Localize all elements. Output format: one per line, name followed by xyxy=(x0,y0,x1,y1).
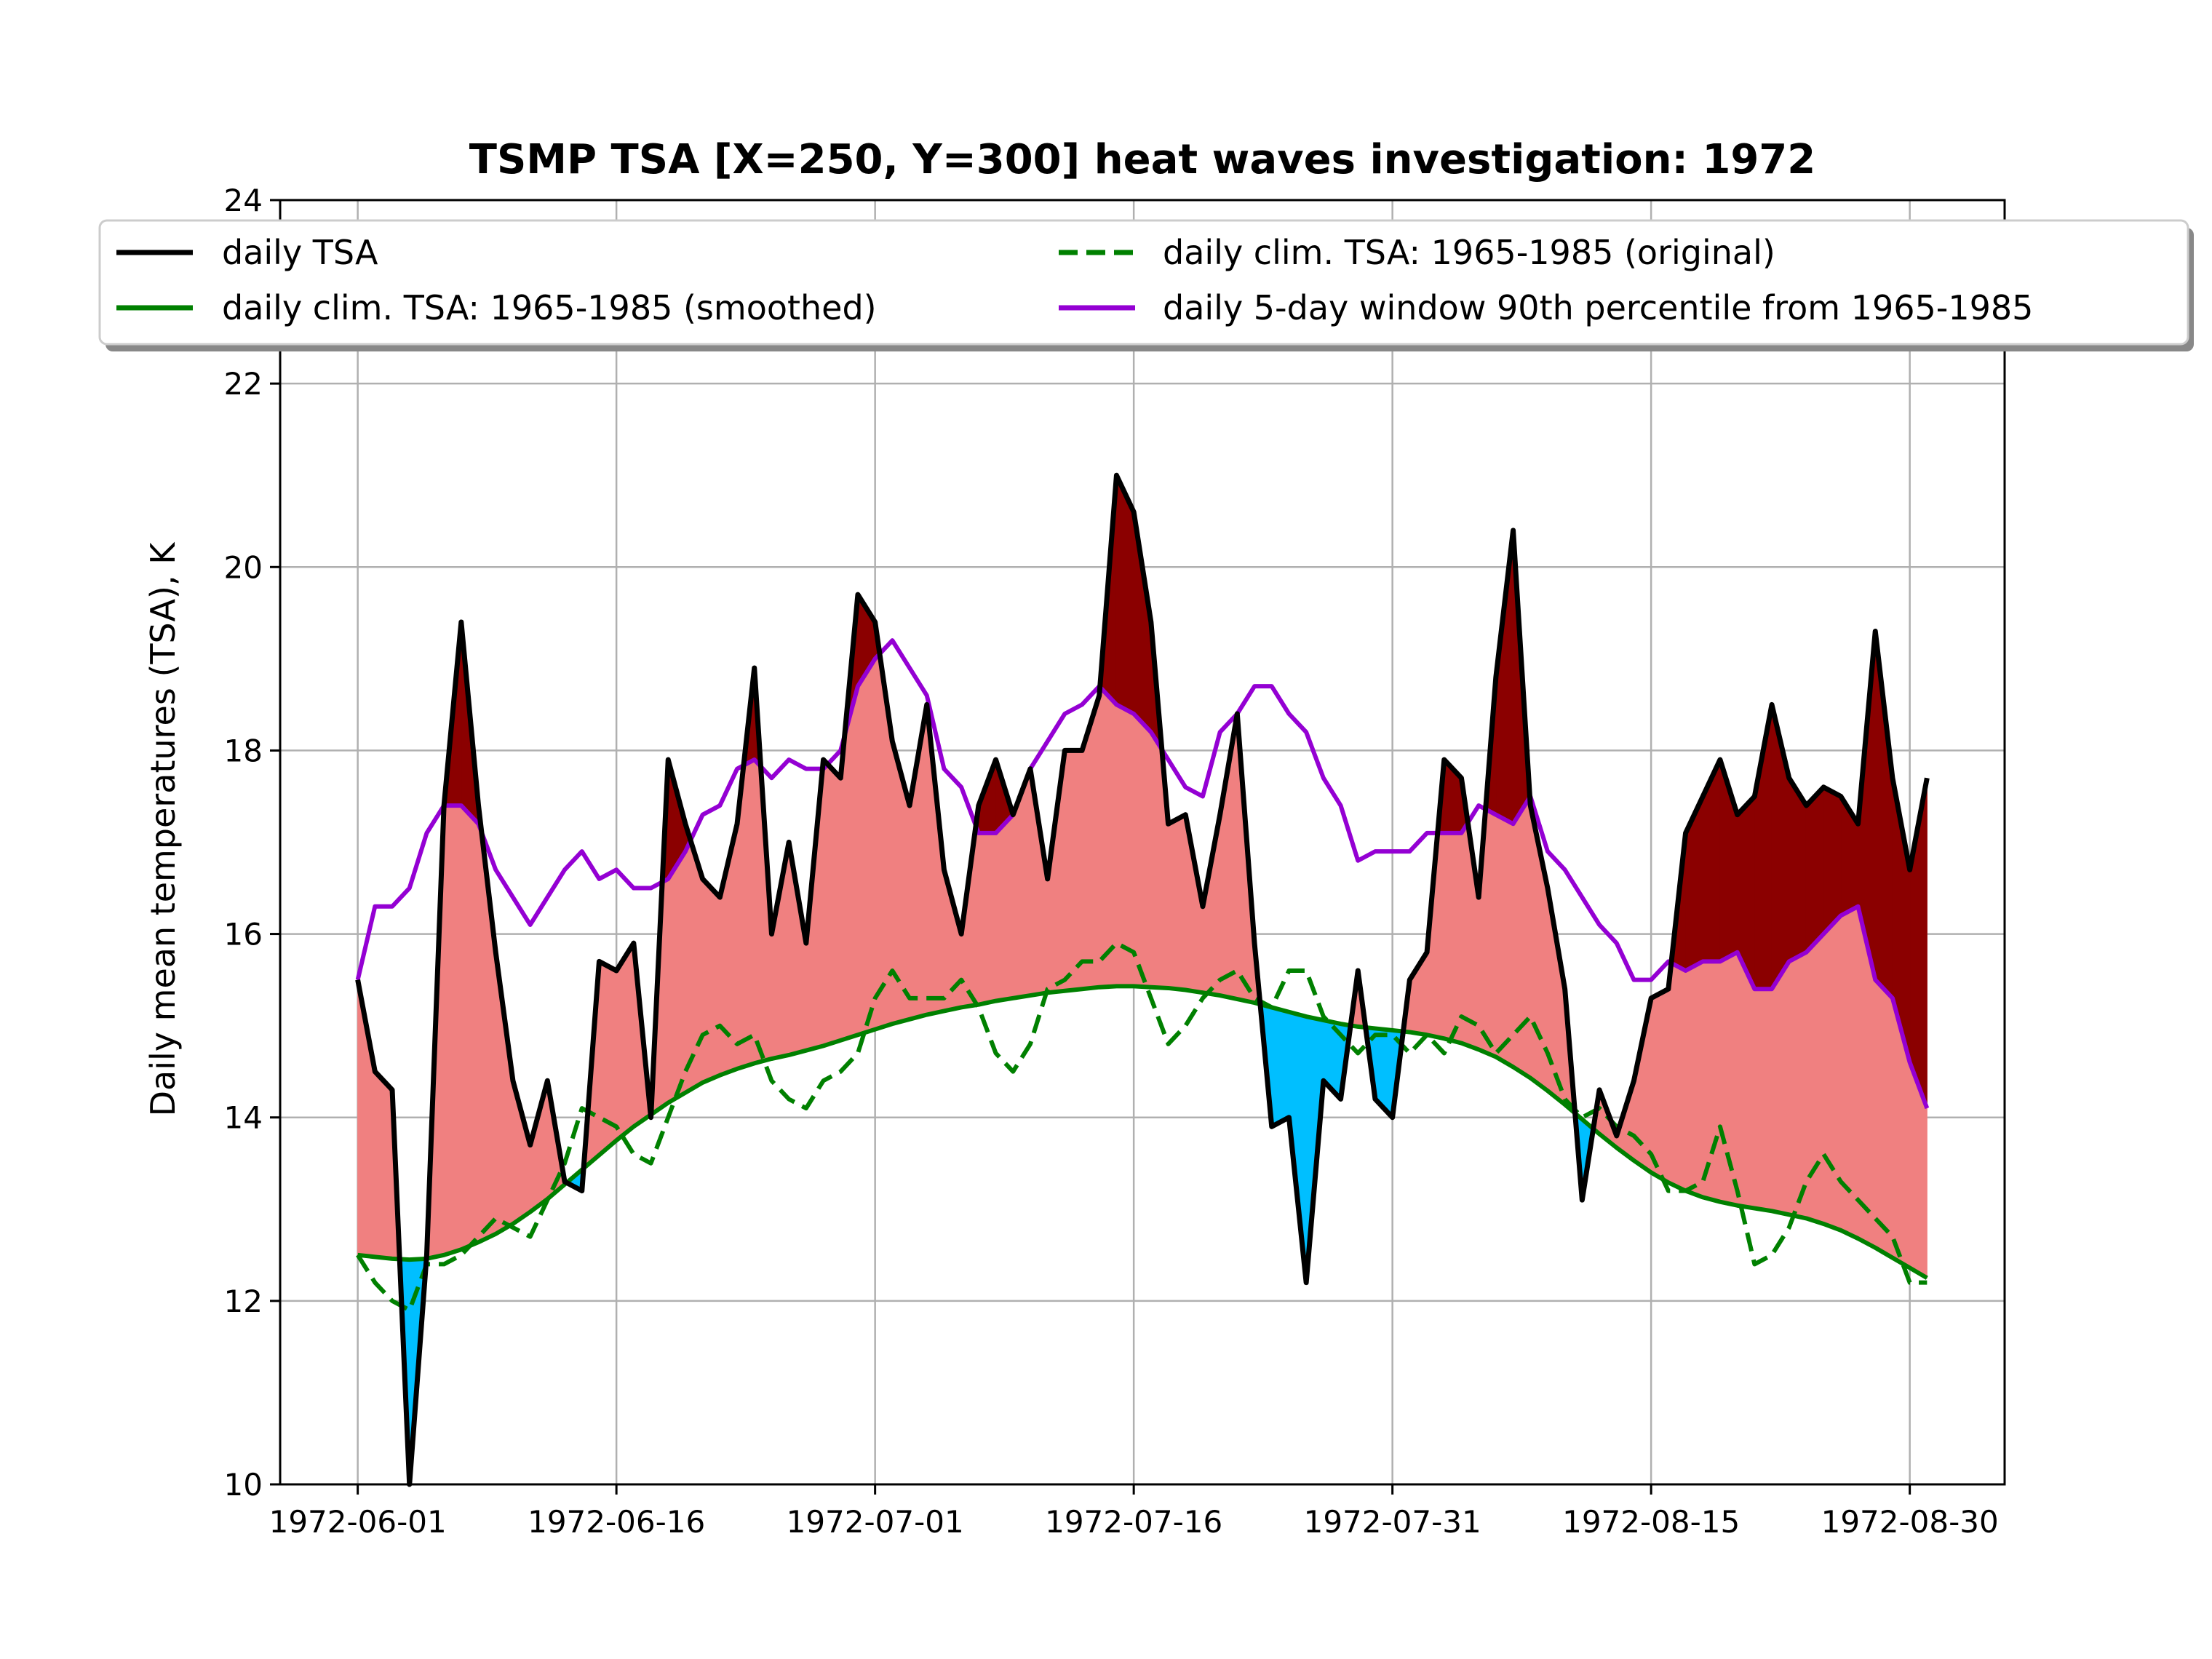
fill-above-climatology xyxy=(1064,749,1083,992)
y-tick-label: 16 xyxy=(224,917,263,952)
fill-above-climatology xyxy=(374,1070,393,1260)
x-tick-label: 1972-06-16 xyxy=(528,1504,705,1540)
series-line-clim-smoothed xyxy=(357,984,1928,1280)
y-tick-label: 24 xyxy=(224,183,263,218)
legend-label-percentile: daily 5-day window 90th percentile from … xyxy=(1163,288,2033,327)
legend-label-clim-original: daily clim. TSA: 1965-1985 (original) xyxy=(1163,233,1775,272)
fill-above-climatology xyxy=(823,758,841,1047)
chart-title: TSMP TSA [X=250, Y=300] heat waves inves… xyxy=(469,136,1816,183)
x-tick-label: 1972-06-01 xyxy=(269,1504,447,1540)
legend-box xyxy=(98,219,2189,346)
series-line-percentile xyxy=(355,638,1930,1110)
fill-above-climatology xyxy=(702,878,720,1083)
x-tick-label: 1972-08-30 xyxy=(1821,1504,1999,1540)
series-line-clim-original xyxy=(356,941,1927,1313)
y-axis-label: Daily mean temperatures (TSA), K xyxy=(143,541,183,1117)
fill-above-climatology xyxy=(616,942,634,1142)
fill-below-climatology xyxy=(1271,1006,1289,1128)
y-tick-label: 22 xyxy=(224,366,263,402)
plot-frame xyxy=(279,199,2006,1486)
series-line-daily-tsa xyxy=(355,472,1930,1487)
fill-above-percentile xyxy=(1823,787,1842,935)
y-tick-label: 12 xyxy=(224,1284,263,1319)
legend-label-daily-tsa: daily TSA xyxy=(222,233,378,272)
x-tick-label: 1972-07-31 xyxy=(1304,1504,1481,1540)
fill-above-climatology xyxy=(1650,988,1669,1184)
x-tick-label: 1972-07-16 xyxy=(1045,1504,1222,1540)
y-tick-label: 14 xyxy=(224,1100,263,1136)
axis-ticks: 10 12 14 16 18 20 22 24 1972-06-01 1972-06-16 1972… xyxy=(224,183,1999,1540)
y-tick-label: 10 xyxy=(224,1467,263,1503)
series-lines xyxy=(355,472,1930,1487)
y-tick-label: 20 xyxy=(224,549,263,585)
fill-above-percentile xyxy=(1805,786,1824,954)
x-tick-label: 1972-07-01 xyxy=(787,1504,964,1540)
y-tick-label: 18 xyxy=(224,733,263,768)
legend: daily TSA daily clim. TSA: 1965-1985 (or… xyxy=(98,219,2194,351)
fill-above-climatology xyxy=(1168,813,1186,991)
legend-label-clim-smoothed: daily clim. TSA: 1965-1985 (smoothed) xyxy=(222,288,877,327)
x-tick-label: 1972-08-15 xyxy=(1562,1504,1740,1540)
